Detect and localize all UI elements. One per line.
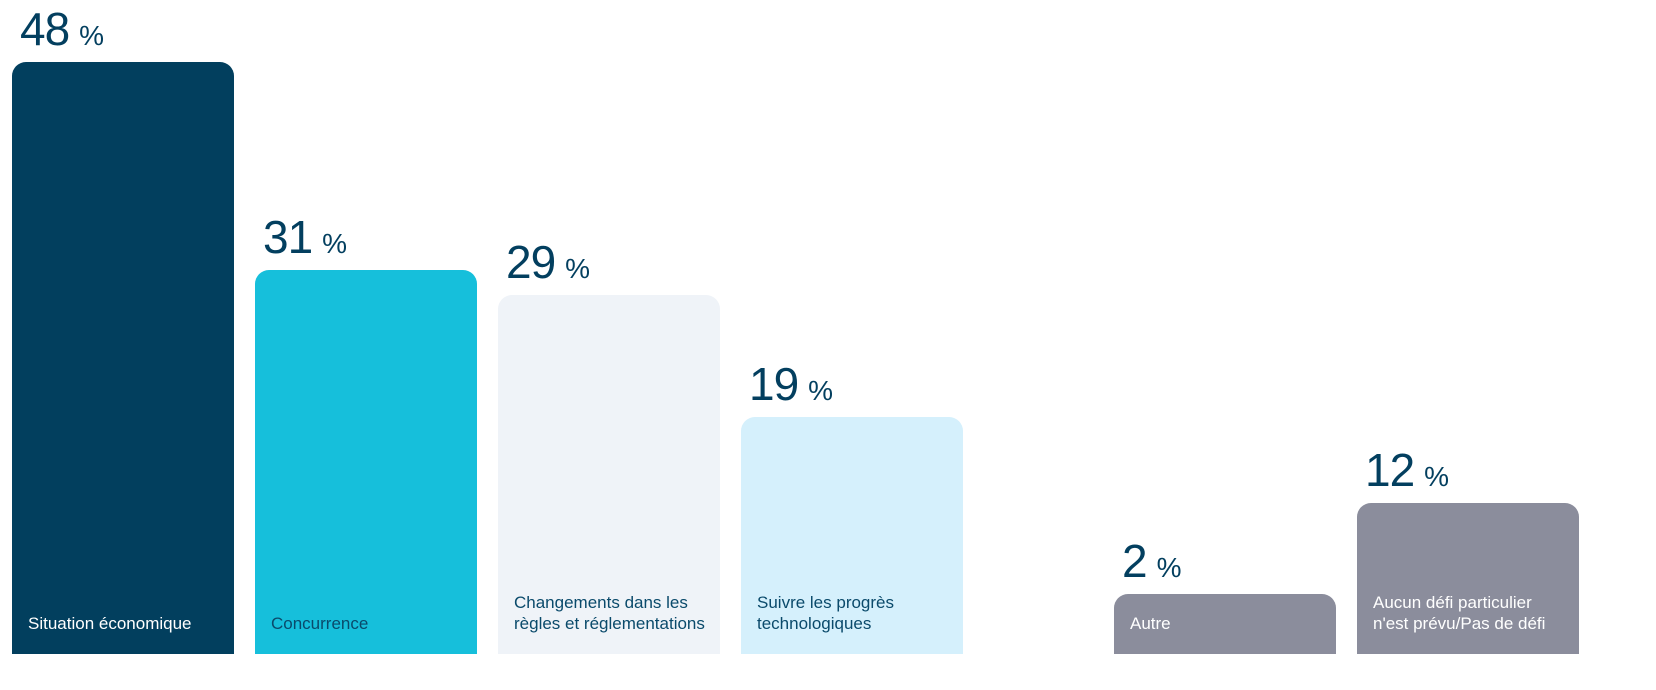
- value-label: 2%: [1122, 534, 1182, 588]
- category-label: Autre: [1130, 614, 1171, 633]
- value-unit: %: [79, 20, 105, 51]
- category-label: Concurrence: [271, 614, 369, 633]
- category-label: Changements dans les règles et réglement…: [514, 593, 705, 633]
- value-label: 19%: [749, 357, 833, 411]
- bar: Aucun défi particulier n'est prévu/Pas d…: [1357, 503, 1579, 654]
- category-label: Aucun défi particulier n'est prévu/Pas d…: [1373, 593, 1546, 633]
- value-label: 48%: [20, 2, 104, 56]
- value-unit: %: [1424, 461, 1450, 492]
- value-number: 48: [20, 3, 70, 55]
- bar: Autre: [1114, 594, 1336, 654]
- bar: Situation économique: [12, 62, 234, 654]
- value-unit: %: [808, 375, 834, 407]
- category-label: Situation économique: [28, 614, 192, 633]
- value-number: 19: [749, 358, 799, 411]
- value-unit: %: [565, 252, 591, 284]
- bar: Changements dans les règles et réglement…: [498, 294, 720, 654]
- value-number: 29: [506, 235, 556, 288]
- value-number: 31: [263, 211, 313, 264]
- value-number: 12: [1365, 444, 1415, 496]
- value-unit: %: [322, 228, 348, 260]
- category-label: Suivre les progrès technologiques: [757, 593, 895, 633]
- value-label: 12%: [1365, 443, 1449, 497]
- value-label: 29%: [506, 235, 590, 289]
- value-number: 2: [1122, 535, 1148, 587]
- value-label: 31%: [263, 210, 347, 264]
- bar: Concurrence: [255, 270, 477, 654]
- value-unit: %: [1156, 552, 1182, 583]
- bar: Suivre les progrès technologiques: [741, 417, 963, 654]
